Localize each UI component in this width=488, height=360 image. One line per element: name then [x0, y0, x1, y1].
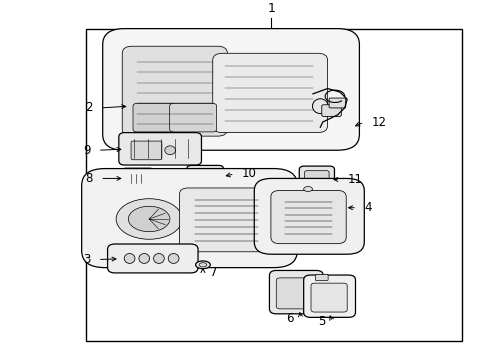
Ellipse shape	[199, 263, 206, 267]
FancyBboxPatch shape	[270, 190, 346, 244]
Text: 1: 1	[267, 1, 275, 14]
Ellipse shape	[303, 186, 312, 192]
FancyBboxPatch shape	[315, 274, 327, 281]
FancyBboxPatch shape	[303, 275, 355, 318]
Ellipse shape	[128, 206, 170, 232]
Text: 10: 10	[242, 167, 256, 180]
Text: 6: 6	[285, 312, 293, 325]
FancyBboxPatch shape	[122, 168, 153, 189]
FancyBboxPatch shape	[179, 188, 272, 252]
FancyBboxPatch shape	[304, 171, 328, 188]
FancyBboxPatch shape	[186, 165, 223, 191]
Ellipse shape	[164, 146, 175, 155]
FancyBboxPatch shape	[122, 46, 227, 136]
Ellipse shape	[312, 99, 327, 113]
Text: 4: 4	[364, 201, 371, 214]
FancyBboxPatch shape	[299, 166, 334, 192]
FancyBboxPatch shape	[191, 169, 218, 188]
Text: 11: 11	[346, 173, 362, 186]
FancyBboxPatch shape	[310, 283, 346, 312]
Text: 7: 7	[210, 266, 217, 279]
FancyBboxPatch shape	[254, 179, 364, 254]
Ellipse shape	[124, 253, 135, 264]
Ellipse shape	[139, 253, 149, 264]
FancyBboxPatch shape	[131, 141, 162, 160]
Text: 2: 2	[85, 102, 93, 114]
Text: 3: 3	[83, 253, 90, 266]
FancyBboxPatch shape	[328, 98, 345, 108]
Text: 12: 12	[371, 116, 386, 129]
FancyBboxPatch shape	[81, 168, 297, 267]
FancyBboxPatch shape	[212, 53, 327, 132]
Ellipse shape	[168, 253, 179, 264]
Text: 9: 9	[83, 144, 90, 157]
FancyBboxPatch shape	[276, 278, 314, 309]
FancyBboxPatch shape	[102, 28, 359, 150]
FancyBboxPatch shape	[107, 244, 198, 273]
FancyBboxPatch shape	[133, 103, 175, 132]
Text: 8: 8	[85, 172, 93, 185]
FancyBboxPatch shape	[119, 132, 201, 165]
Text: 5: 5	[317, 315, 325, 328]
FancyBboxPatch shape	[169, 103, 216, 132]
Ellipse shape	[153, 253, 164, 264]
Ellipse shape	[116, 199, 182, 239]
FancyBboxPatch shape	[321, 105, 341, 116]
Bar	[85, 28, 461, 341]
Ellipse shape	[195, 261, 210, 269]
FancyBboxPatch shape	[269, 270, 323, 314]
